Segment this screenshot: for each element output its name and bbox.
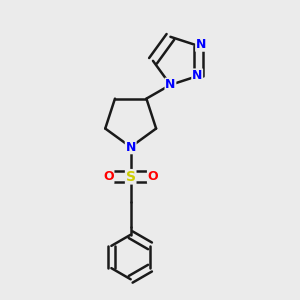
Text: N: N [192, 69, 202, 82]
Text: N: N [165, 78, 176, 92]
Text: S: S [126, 170, 136, 184]
Text: N: N [125, 140, 136, 154]
Text: N: N [196, 38, 206, 51]
Text: O: O [103, 170, 114, 183]
Text: O: O [148, 170, 158, 183]
